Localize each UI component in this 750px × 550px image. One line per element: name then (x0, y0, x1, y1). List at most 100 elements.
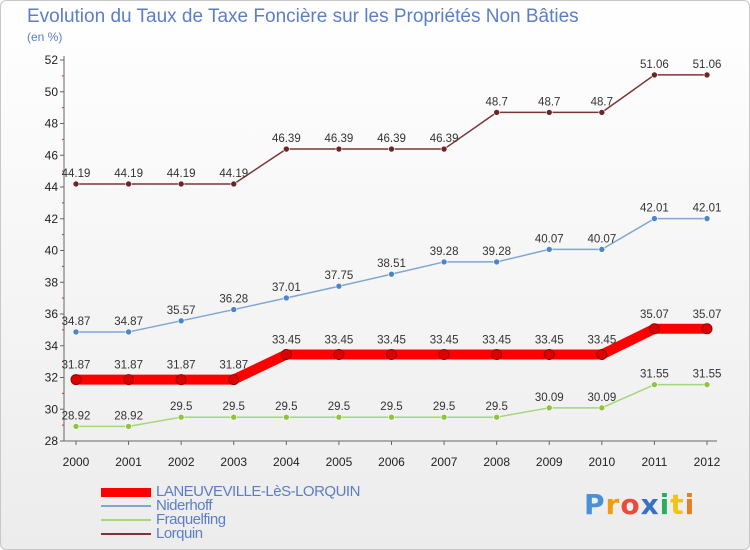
data-label: 28.92 (114, 410, 143, 422)
y-tick-label: 34 (45, 339, 59, 353)
legend-label: LANEUVEVILLE-LèS-LORQUIN (156, 483, 360, 500)
data-label: 31.55 (693, 369, 722, 381)
data-label: 37.01 (272, 282, 301, 294)
data-label: 40.07 (535, 233, 564, 245)
data-point (333, 348, 345, 360)
data-label: 34.87 (114, 316, 143, 328)
data-label: 30.09 (535, 392, 564, 404)
data-label: 35.07 (693, 309, 722, 321)
logo-letter: i (659, 488, 671, 521)
y-tick-label: 46 (45, 148, 59, 162)
chart-title: Evolution du Taux de Taxe Foncière sur l… (27, 6, 579, 27)
legend-label: Niderhoff (156, 497, 213, 514)
data-point (388, 145, 395, 153)
data-label: 29.5 (328, 401, 350, 413)
logo-letter: x (640, 488, 660, 521)
data-point (283, 294, 290, 302)
data-label: 51.06 (640, 59, 669, 71)
data-point (598, 246, 606, 253)
data-point (545, 246, 553, 253)
x-tick-label: 2005 (326, 455, 353, 469)
data-label: 34.87 (62, 316, 91, 328)
data-label: 36.28 (219, 294, 248, 306)
data-point (651, 381, 658, 388)
data-point (598, 404, 606, 412)
data-point (123, 374, 135, 386)
data-point (230, 306, 238, 313)
data-label: 39.28 (430, 246, 459, 258)
series-layer (70, 71, 713, 430)
data-point (651, 215, 658, 222)
data-point (703, 215, 711, 222)
data-label: 33.45 (430, 334, 459, 346)
proxiti-logo: Proxiti (584, 488, 695, 521)
data-point (335, 145, 343, 153)
data-point (70, 374, 82, 386)
data-point (125, 180, 132, 188)
data-label: 42.01 (640, 203, 669, 215)
x-tick-label: 2008 (483, 455, 510, 469)
chart-subtitle: (en %) (27, 30, 63, 44)
x-tick-label: 2006 (378, 455, 405, 469)
legend-label: Lorquin (156, 525, 203, 542)
data-label: 48.7 (591, 96, 613, 108)
data-label: 38.51 (377, 258, 406, 270)
data-label: 46.39 (272, 133, 301, 145)
y-tick-label: 44 (45, 180, 59, 194)
data-point (72, 180, 80, 188)
data-point (388, 413, 395, 421)
data-label: 29.5 (380, 401, 402, 413)
legend-swatch (101, 487, 151, 497)
data-point (440, 258, 448, 266)
data-point (493, 258, 500, 266)
y-tick-label: 30 (45, 402, 59, 416)
data-point (703, 71, 711, 79)
data-point (230, 180, 238, 188)
data-point (651, 71, 658, 79)
data-point (493, 413, 500, 421)
legend-swatch (101, 519, 151, 521)
data-label: 31.87 (114, 360, 143, 372)
data-point (491, 348, 503, 360)
data-label: 37.75 (325, 270, 354, 282)
data-point (386, 348, 397, 360)
data-point (230, 413, 238, 421)
y-tick-label: 42 (45, 212, 59, 226)
data-label: 46.39 (377, 133, 406, 145)
data-labels-layer: 31.87 31.87 31.87 31.87 33.45 33.45 33.45 33.45… (62, 59, 722, 422)
data-label: 40.07 (587, 233, 616, 245)
x-tick-label: 2003 (220, 455, 247, 469)
y-tick-label: 52 (45, 53, 59, 67)
data-point (596, 348, 608, 360)
logo-letter: P (584, 488, 606, 521)
data-label: 51.06 (693, 59, 722, 71)
data-label: 35.07 (640, 309, 669, 321)
data-label: 29.5 (275, 401, 297, 413)
x-tick-label: 2011 (642, 455, 668, 469)
data-label: 33.45 (482, 334, 511, 346)
legend-label: Fraquelfing (156, 511, 226, 528)
data-point (545, 109, 553, 116)
data-label: 31.87 (62, 360, 91, 372)
y-tick-label: 36 (45, 307, 59, 321)
data-point (598, 109, 606, 116)
data-point (543, 348, 555, 360)
data-label: 29.5 (223, 401, 245, 413)
logo-letter: o (620, 488, 641, 521)
data-label: 30.09 (587, 392, 616, 404)
data-point (335, 282, 343, 290)
data-point (177, 180, 185, 188)
data-point (280, 348, 292, 360)
y-tick-label: 40 (45, 244, 59, 258)
data-point (177, 413, 185, 421)
data-label: 46.39 (430, 133, 459, 145)
data-label: 33.45 (587, 334, 616, 346)
x-tick-label: 2004 (273, 455, 300, 469)
data-label: 33.45 (272, 334, 301, 346)
x-tick-label: 2010 (588, 455, 615, 469)
data-label: 33.45 (325, 334, 354, 346)
legend-swatch (101, 505, 151, 507)
y-tick-label: 32 (45, 371, 59, 385)
